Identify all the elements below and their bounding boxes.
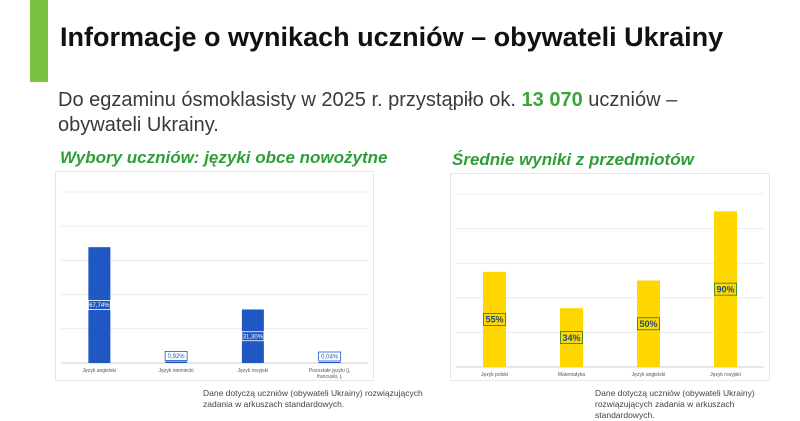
page-title: Informacje o wynikach uczniów – obywatel… <box>60 22 724 52</box>
data-label: 0,04% <box>321 355 339 361</box>
data-label: 31,30% <box>243 334 264 340</box>
intro-text: Do egzaminu ósmoklasisty w 2025 r. przys… <box>58 88 758 138</box>
data-label-box <box>637 317 660 331</box>
bar <box>318 362 341 363</box>
category-label: Język rosyjski <box>710 372 741 378</box>
left-chart-note: Dane dotyczą uczniów (obywateli Ukrainy)… <box>203 388 423 409</box>
languages-chart-panel: 67,74% Język angielski 0,92% Język niemieck… <box>55 171 374 386</box>
title-accent-bar <box>30 0 48 82</box>
category-label: Język niemiecki <box>159 368 194 374</box>
data-label-box <box>164 351 188 361</box>
languages-chart: 67,74% Język angielski 0,92% Język niemieck… <box>61 191 368 386</box>
category-label: Język angielski <box>632 372 666 378</box>
category-label: Język polski <box>481 372 508 378</box>
results-chart-panel: 55% Język polski 34% Matematyka 50% Język ang… <box>450 173 770 381</box>
left-chart-title: Wybory uczniów: języki obce nowożytne <box>60 148 388 167</box>
student-count: 13 070 <box>521 89 583 111</box>
data-label: 34% <box>562 333 580 343</box>
data-label: 90% <box>716 284 734 294</box>
category-label: Pozostałe języki (j.francuski, j.hiszpań… <box>307 368 353 380</box>
data-label-box <box>318 351 342 362</box>
data-label-box <box>714 282 737 296</box>
data-label: 0,92% <box>168 354 186 360</box>
data-label: 55% <box>485 315 503 325</box>
intro-text-start: Do egzaminu ósmoklasisty w 2025 r. przys… <box>58 89 522 111</box>
bar <box>165 361 188 363</box>
data-label-box <box>560 331 583 344</box>
intro-text-end: uczniów – obywateli Ukrainy. <box>58 89 678 136</box>
data-label-box <box>241 331 265 342</box>
category-label: Matematyka <box>558 372 585 378</box>
category-label: Język rosyjski <box>237 368 268 374</box>
results-chart: 55% Język polski 34% Matematyka 50% Język ang… <box>456 193 764 378</box>
right-chart-title: Średnie wyniki z przedmiotów <box>452 150 694 169</box>
data-label-box <box>483 313 506 326</box>
right-chart-note: Dane dotyczą uczniów (obywateli Ukrainy)… <box>595 388 755 420</box>
data-label: 67,74% <box>89 303 110 309</box>
data-label-box <box>87 300 111 310</box>
data-label: 50% <box>639 319 657 329</box>
category-label: Język angielski <box>83 368 117 374</box>
